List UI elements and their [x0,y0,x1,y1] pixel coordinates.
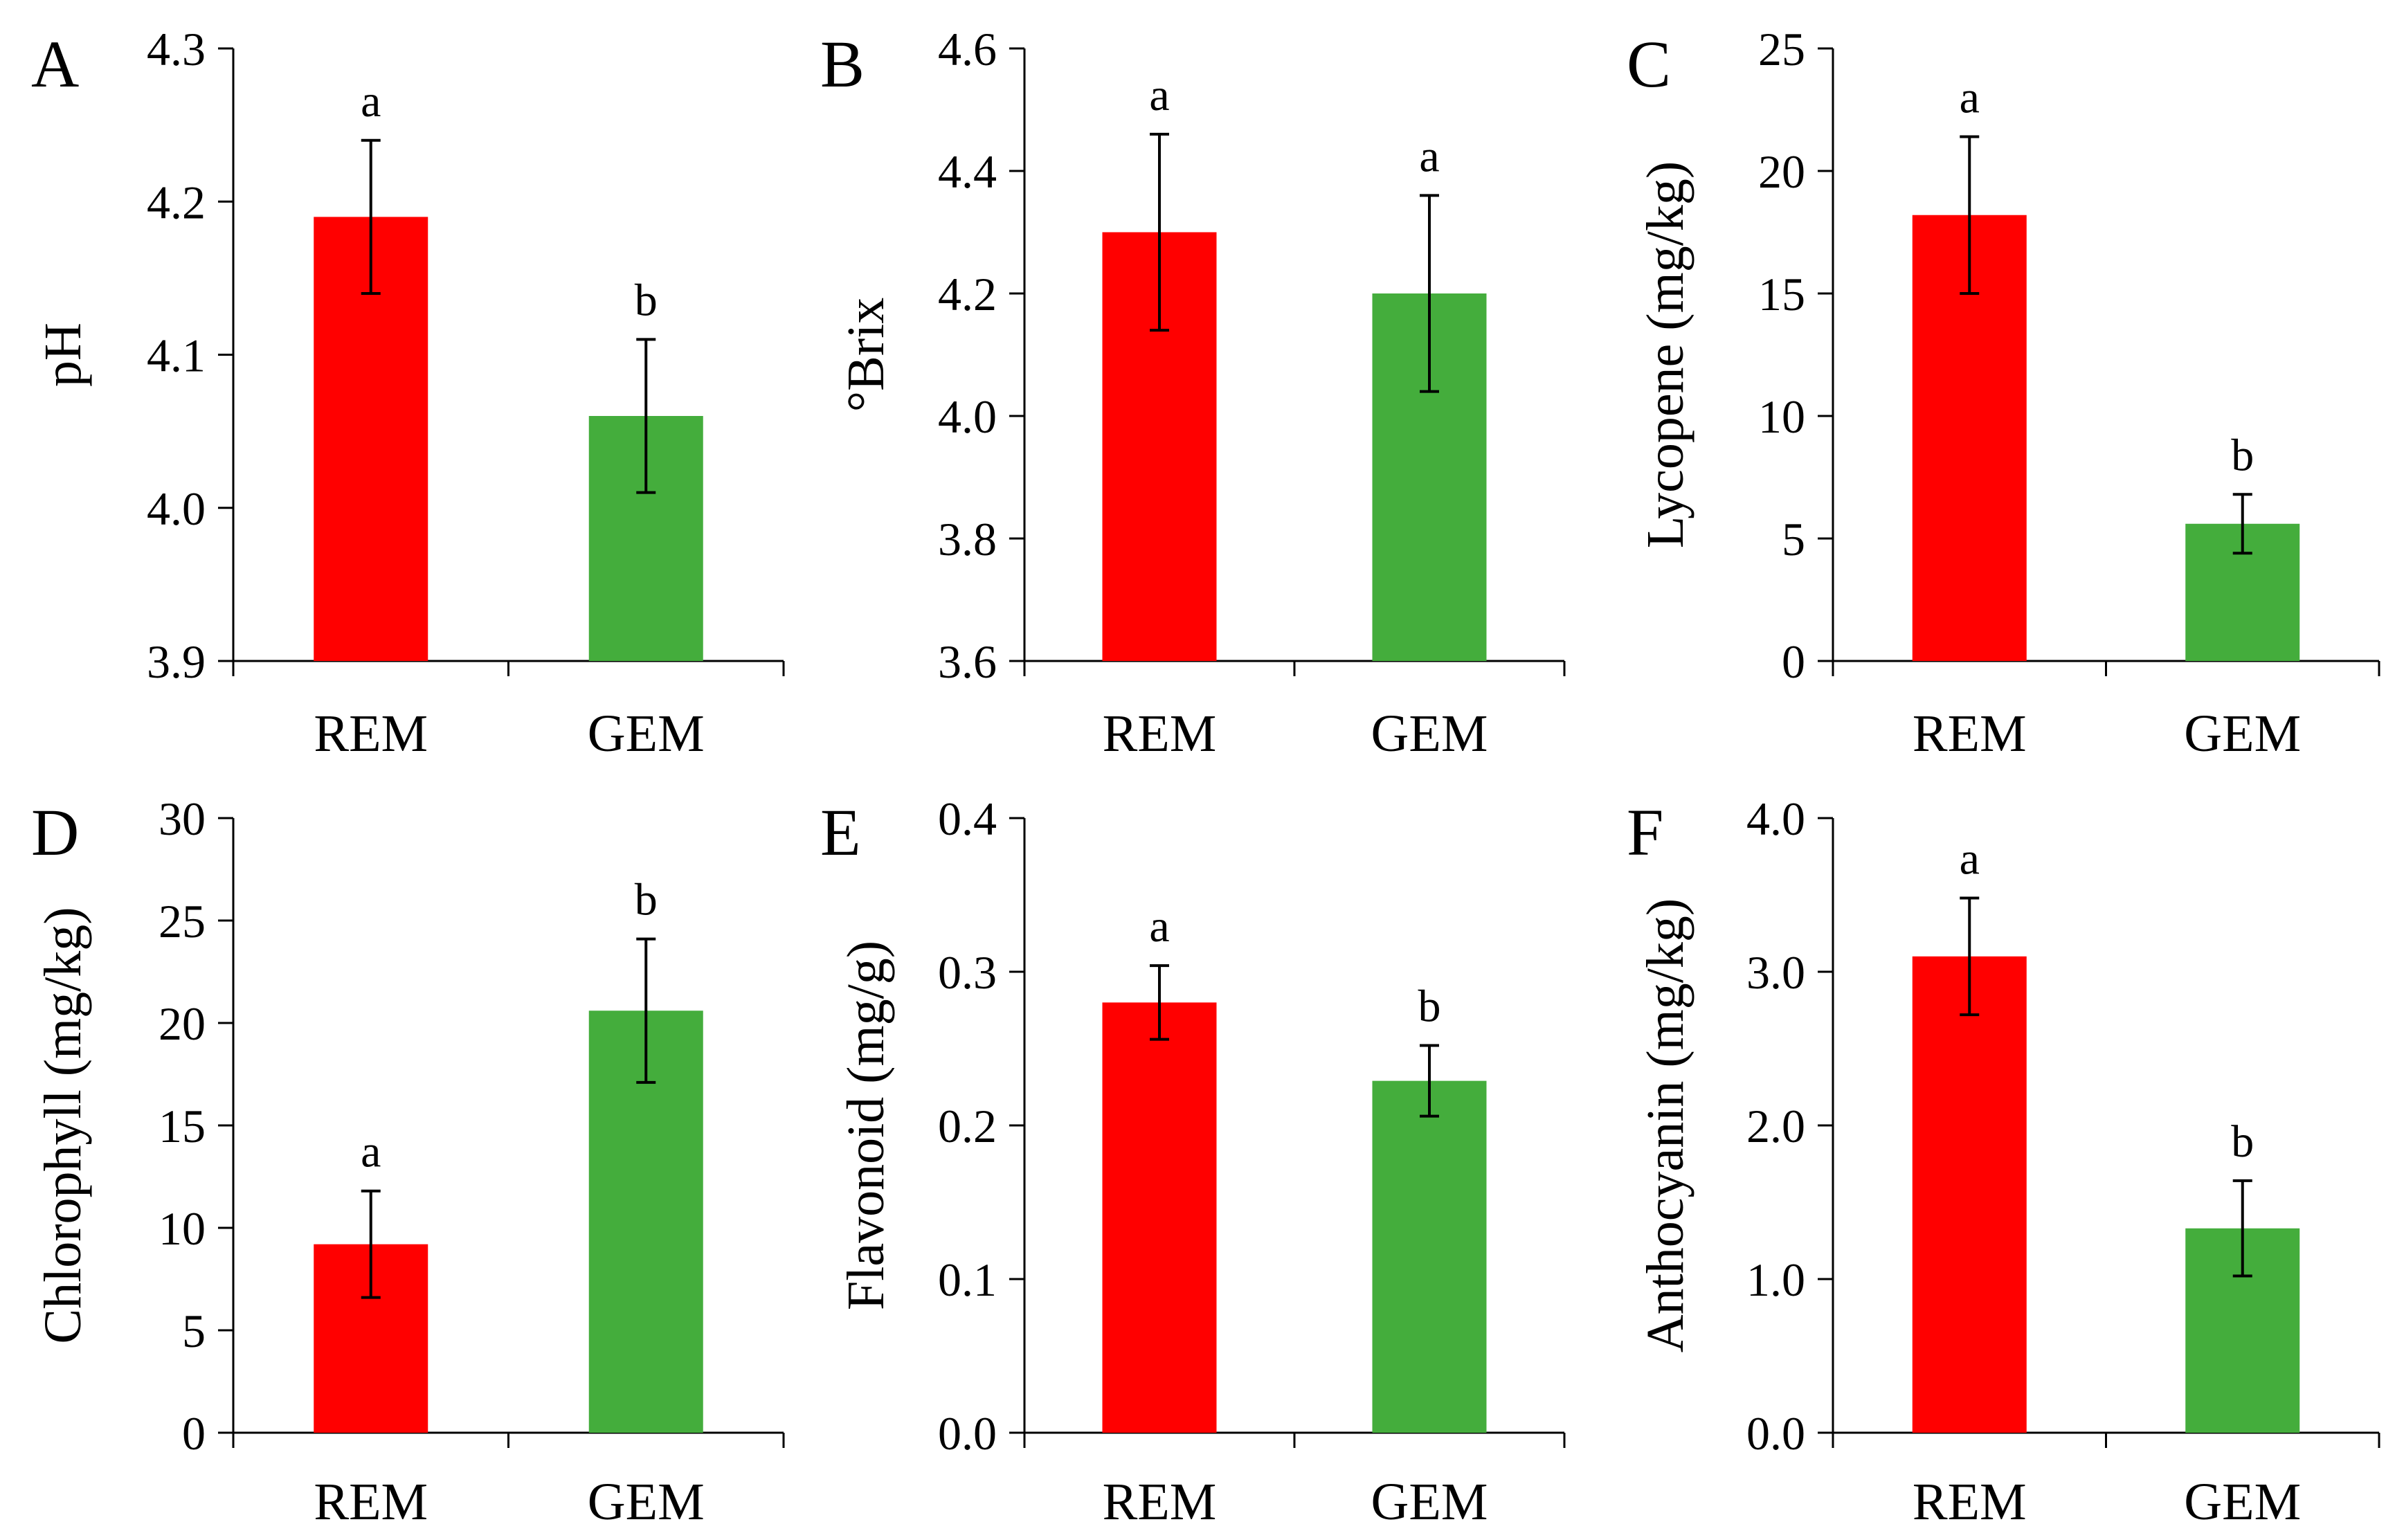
y-tick-label: 3.8 [938,513,997,565]
y-tick-label: 4.0 [147,482,206,535]
y-tick-label: 30 [159,792,206,845]
significance-label: a [1960,833,1980,884]
x-category-label: GEM [1371,705,1488,763]
y-axis-title: Chlorophyll (mg/kg) [34,907,92,1343]
y-tick-label: 20 [159,997,206,1050]
x-category-label: REM [1913,705,2027,763]
panel-letter: D [31,795,79,869]
y-tick-label: 25 [159,895,206,948]
significance-label: b [2231,430,2254,480]
y-tick-label: 15 [1758,268,1805,320]
x-category-label: GEM [588,705,705,763]
significance-label: b [635,275,658,325]
bar-gem [1372,1080,1487,1433]
panel-a: 3.9 4.0 4.1 4.2 4.3 a REM b GEM ApH [31,23,785,763]
panel-f: 0.0 1.0 2.0 3.0 4.0 a REM b GEM F Anthocyanin (mg/… [1627,792,2380,1531]
significance-label: b [1418,981,1441,1032]
panel-letter: E [820,795,861,869]
x-category-label: REM [314,1473,428,1531]
panel-letter: C [1627,27,1671,101]
y-tick-label: 0.0 [938,1407,997,1460]
significance-label: b [635,875,658,925]
y-axis-title: Anthocyanin (mg/kg) [1636,898,1694,1352]
panel-d: 0 5 10 15 20 25 30 a REM b GEM D Chlorophyll (mg/kg) [31,792,785,1531]
significance-label: a [1149,901,1169,952]
x-category-label: REM [1913,1473,2027,1531]
y-tick-label: 0.1 [938,1253,997,1306]
panel-letter: A [31,27,79,101]
y-axis-title: Lycopene (mg/kg) [1636,161,1694,548]
y-tick-label: 10 [1758,390,1805,443]
panel-b: 3.6 3.8 4.0 4.2 4.4 4.6 a REM a GEM B °Brix [820,23,1566,763]
y-tick-label: 4.1 [147,329,206,382]
y-tick-label: 0.4 [938,792,997,845]
y-tick-label: 4.2 [938,268,997,320]
y-tick-label: 3.9 [147,635,206,688]
y-tick-label: 1.0 [1746,1253,1805,1306]
y-axis-title: pH [34,323,92,387]
y-axis-title: Flavonoid (mg/g) [837,941,895,1310]
y-tick-label: 20 [1758,145,1805,198]
significance-label: a [1960,72,1980,123]
y-tick-label: 25 [1758,23,1805,75]
y-tick-label: 0.2 [938,1100,997,1152]
y-tick-label: 4.0 [938,390,997,443]
y-tick-label: 5 [1782,513,1805,565]
y-tick-label: 3.6 [938,635,997,688]
y-tick-label: 15 [159,1100,206,1152]
x-category-label: GEM [2184,705,2301,763]
y-tick-label: 4.2 [147,176,206,228]
y-tick-label: 0.3 [938,946,997,999]
y-axis-title: °Brix [837,298,895,413]
x-category-label: GEM [2184,1473,2301,1531]
significance-label: a [1419,131,1439,181]
y-tick-label: 0 [182,1407,206,1460]
y-tick-label: 2.0 [1746,1100,1805,1152]
significance-label: a [361,1127,381,1177]
bar-rem [1912,956,2027,1433]
y-tick-label: 5 [182,1305,206,1357]
y-tick-label: 0.0 [1746,1407,1805,1460]
x-category-label: GEM [1371,1473,1488,1531]
x-category-label: REM [314,705,428,763]
x-category-label: GEM [588,1473,705,1531]
y-tick-label: 4.3 [147,23,206,75]
y-tick-label: 3.0 [1746,946,1805,999]
y-tick-label: 10 [159,1202,206,1255]
x-category-label: REM [1103,705,1217,763]
y-tick-label: 4.6 [938,23,997,75]
bar-rem [1102,1002,1217,1433]
y-tick-label: 4.0 [1746,792,1805,845]
x-category-label: REM [1103,1473,1217,1531]
y-tick-label: 0 [1782,635,1805,688]
significance-label: a [1149,70,1169,120]
significance-label: a [361,76,381,127]
panel-letter: F [1627,795,1663,869]
panel-letter: B [820,27,865,101]
panel-e: 0.0 0.1 0.2 0.3 0.4 a REM b GEM E Flavonoid (mg/g) [820,792,1566,1531]
panel-c: 0 5 10 15 20 25 a REM b GEM C Lycopene (mg/kg) [1627,23,2380,763]
significance-label: b [2231,1116,2254,1167]
y-tick-label: 4.4 [938,145,997,198]
